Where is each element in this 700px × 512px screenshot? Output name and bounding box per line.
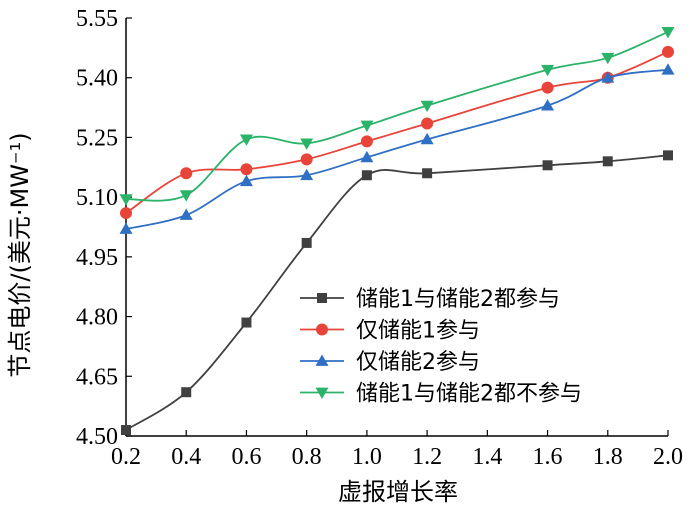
data-point [239, 134, 253, 146]
y-tick-label: 5.55 [76, 6, 118, 32]
data-point [120, 207, 132, 220]
legend-marker [316, 323, 328, 336]
data-point [541, 64, 555, 77]
x-tick-label: 1.8 [593, 444, 623, 470]
x-tick-label: 1.6 [533, 444, 563, 470]
x-tick-label: 0.8 [292, 444, 322, 470]
data-point [119, 222, 133, 234]
legend-marker [315, 354, 329, 366]
data-point [661, 27, 675, 39]
legend-item: 储能1与储能2都参与 [300, 287, 560, 312]
x-tick-label: 0.4 [171, 444, 201, 470]
legend-marker [317, 293, 327, 303]
data-point [422, 168, 433, 179]
series-3 [119, 63, 675, 234]
data-point [241, 317, 252, 328]
series-line [125, 31, 669, 202]
series-2 [120, 45, 674, 220]
legend-item: 仅储能2参与 [300, 350, 480, 375]
y-tick-label: 4.95 [76, 245, 118, 271]
legend-label: 储能1与储能2都参与 [356, 287, 560, 312]
legend-item: 仅储能1参与 [300, 319, 480, 344]
data-point [300, 153, 313, 166]
data-point [180, 167, 193, 180]
data-point [661, 63, 675, 75]
x-tick-label: 1.2 [412, 444, 442, 470]
data-point [361, 170, 372, 181]
data-point [421, 117, 434, 130]
data-point [360, 120, 374, 132]
data-point [662, 45, 674, 58]
data-point [541, 99, 555, 111]
data-point [541, 81, 554, 94]
data-point [542, 160, 553, 171]
x-tick-label: 1.0 [352, 444, 382, 470]
series-line [125, 50, 669, 214]
data-point [239, 174, 253, 187]
x-axis-title: 虚报增长率 [338, 478, 458, 506]
data-point [602, 156, 613, 167]
data-point [179, 190, 193, 202]
legend-label: 储能1与储能2都不参与 [356, 382, 582, 407]
data-point [663, 150, 673, 161]
data-point [420, 132, 434, 145]
series-1 [121, 150, 673, 436]
data-point [360, 150, 374, 163]
y-tick-label: 4.65 [76, 364, 118, 390]
legend-item: 储能1与储能2都不参与 [300, 382, 582, 407]
axis-ticks: 4.50 4.65 4.80 4.95 5.10 5.25 5.40 5.55 0.2 0.4 0.… [76, 6, 683, 470]
y-tick-label: 4.50 [76, 424, 118, 450]
data-point [301, 237, 312, 248]
series-layer [119, 27, 675, 436]
data-point [179, 208, 193, 220]
data-point [240, 163, 253, 176]
y-tick-label: 4.80 [76, 305, 118, 331]
x-tick-label: 1.4 [472, 444, 502, 470]
y-axis-title: 节点电价/(美元·MW⁻¹) [6, 132, 34, 377]
data-point [300, 168, 314, 181]
data-point [360, 135, 373, 148]
x-tick-label: 2.0 [653, 444, 683, 470]
legend-marker [315, 387, 329, 399]
x-tick-label: 0.6 [231, 444, 261, 470]
legend-label: 仅储能2参与 [356, 350, 480, 375]
data-point [601, 71, 615, 83]
data-point [181, 387, 192, 398]
data-point [601, 52, 615, 65]
x-tick-label: 0.2 [111, 444, 141, 470]
data-point [420, 100, 434, 113]
data-point [121, 425, 131, 436]
y-tick-label: 5.40 [76, 66, 118, 92]
data-point [300, 138, 314, 150]
series-line [125, 68, 669, 230]
data-point [119, 194, 133, 206]
y-tick-label: 5.25 [76, 125, 118, 151]
y-tick-label: 5.10 [76, 185, 118, 211]
legend-label: 仅储能1参与 [356, 319, 480, 344]
series-4 [119, 27, 675, 206]
